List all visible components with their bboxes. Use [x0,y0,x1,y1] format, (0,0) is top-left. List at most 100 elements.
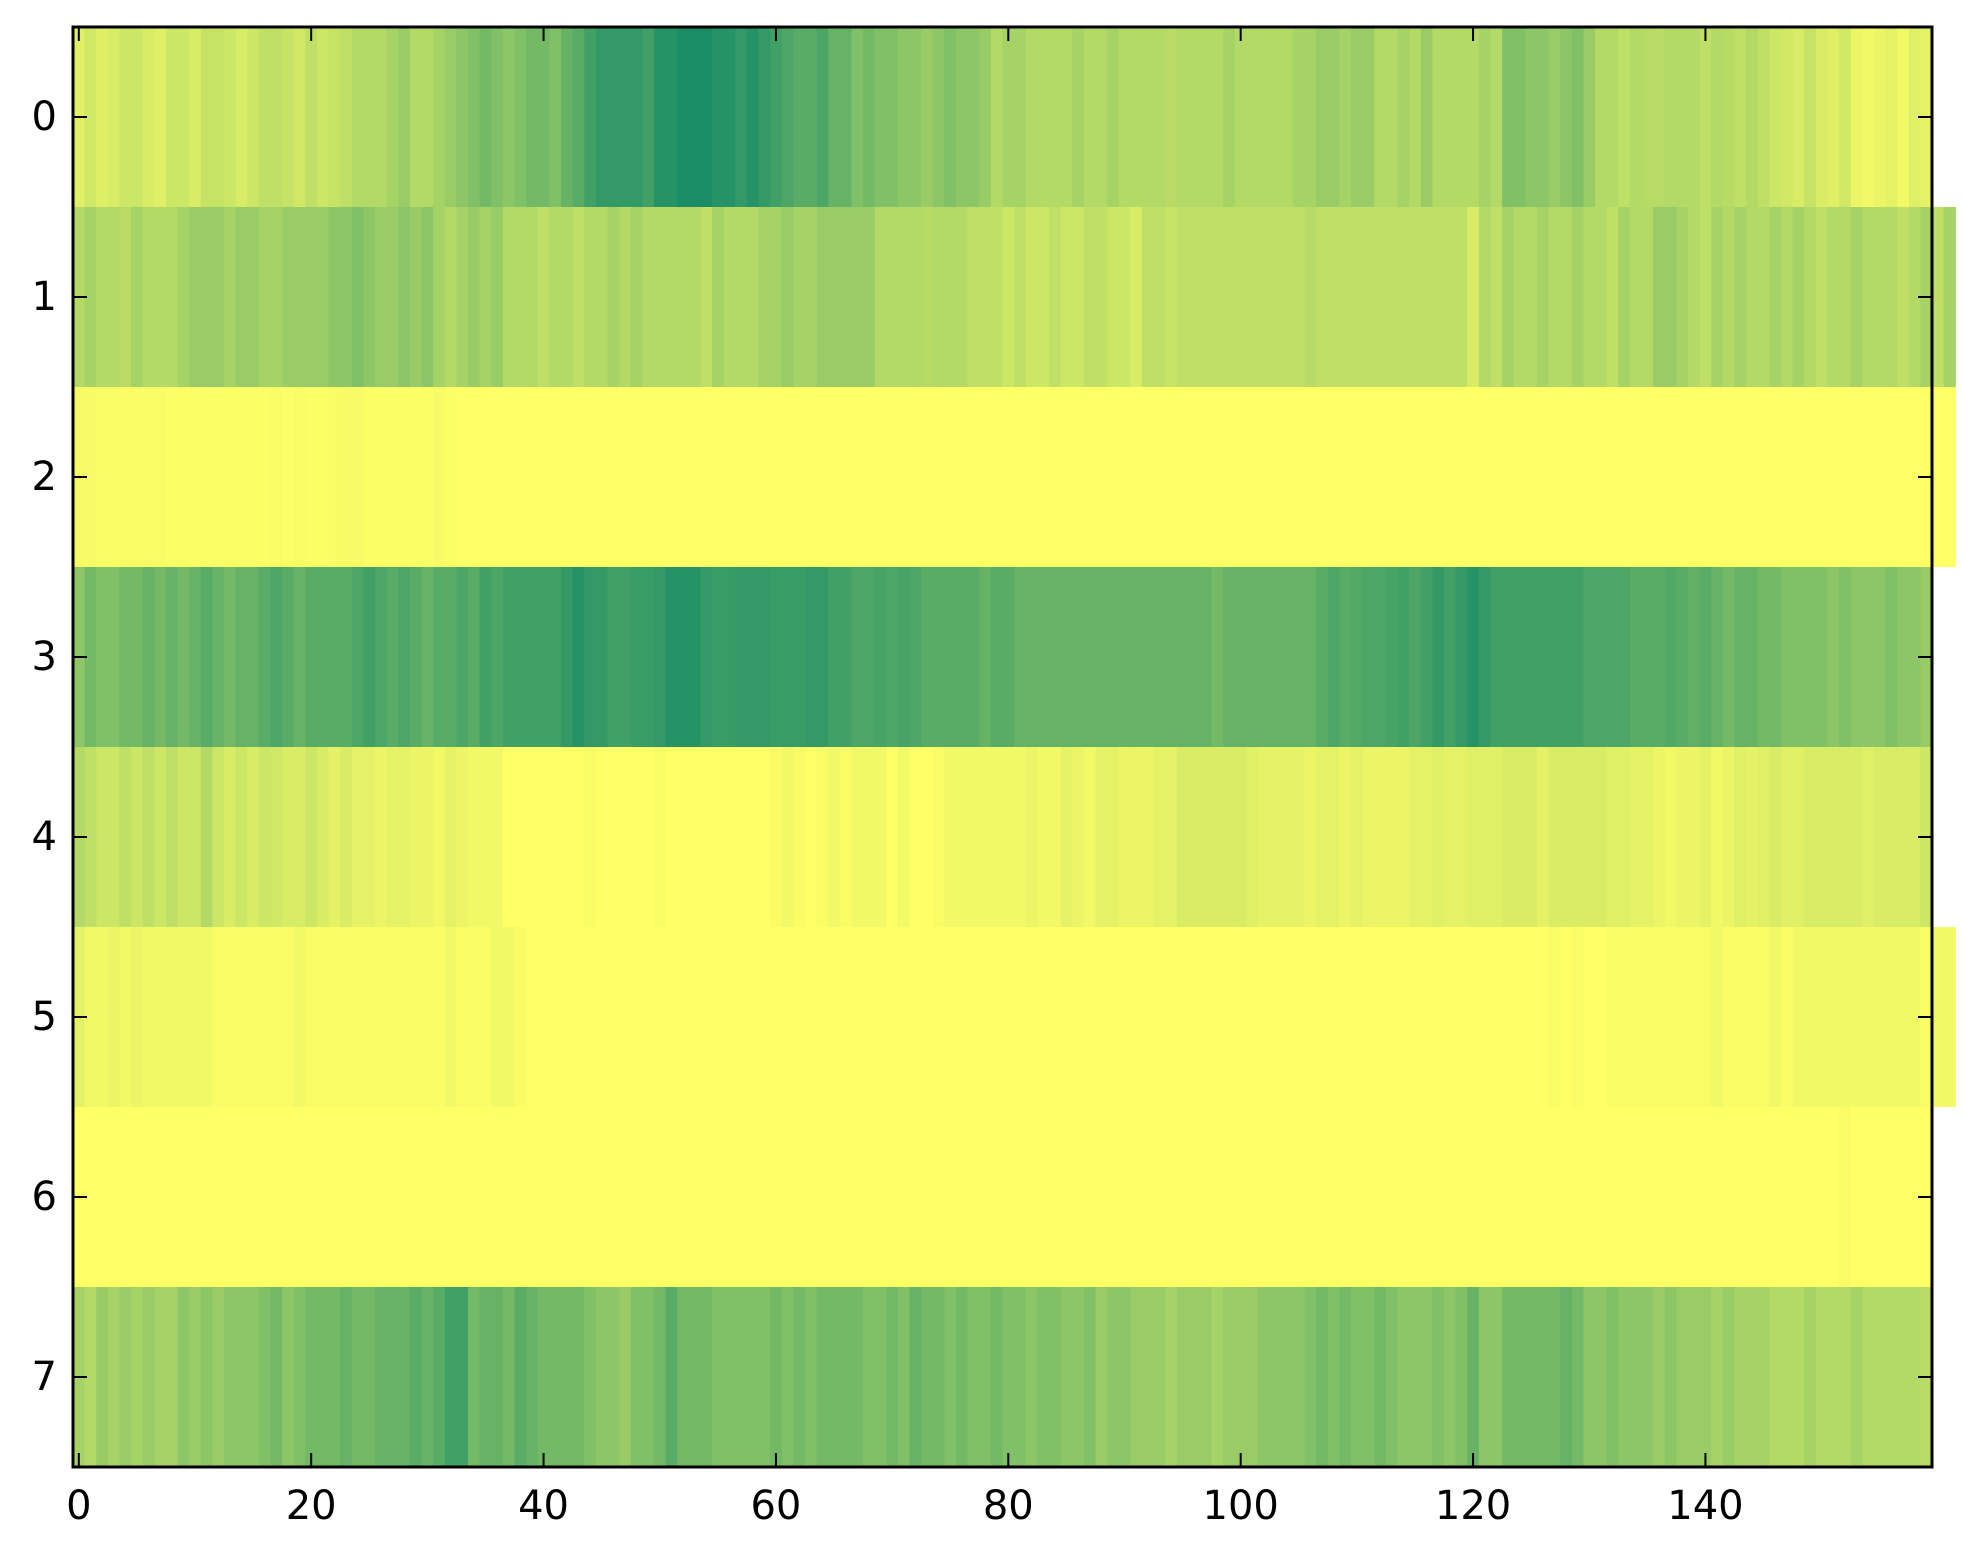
heatmap-cell-r2-c79 [990,387,1004,567]
heatmap-cell-r4-c128 [1560,747,1573,927]
heatmap-cell-r1-c37 [502,207,516,387]
heatmap-cell-r1-c127 [1548,207,1561,387]
heatmap-cell-r0-c49 [642,27,655,207]
heatmap-cell-r1-c70 [886,207,899,387]
heatmap-cell-r7-c26 [375,1287,388,1467]
heatmap-cell-r7-c110 [1351,1287,1364,1467]
heatmap-cell-r7-c80 [1002,1287,1015,1467]
heatmap-cell-r6-c21 [316,1107,330,1287]
heatmap-cell-r7-c83 [1037,1287,1050,1467]
heatmap-cell-r2-c148 [1792,387,1805,567]
heatmap-cell-r4-c46 [607,747,620,927]
heatmap-cell-r3-c34 [468,567,481,747]
heatmap-cell-r5-c22 [328,927,341,1107]
heatmap-cell-r6-c127 [1548,1107,1561,1287]
heatmap-cell-r1-c150 [1815,207,1829,387]
heatmap-cell-r4-c137 [1664,747,1677,927]
heatmap-cell-r1-c154 [1862,207,1875,387]
heatmap-cell-r7-c37 [502,1287,516,1467]
heatmap-cell-r0-c64 [816,27,829,207]
heatmap-cell-r2-c151 [1827,387,1840,567]
heatmap-cell-r7-c144 [1746,1287,1759,1467]
heatmap-cell-r6-c34 [468,1107,481,1287]
heatmap-cell-r5-c79 [990,927,1004,1107]
heatmap-cell-r2-c96 [1188,387,1201,567]
heatmap-cell-r4-c55 [712,747,725,927]
heatmap-cell-r7-c56 [723,1287,736,1467]
heatmap-cell-r4-c131 [1595,747,1608,927]
heatmap-cell-r3-c114 [1397,567,1410,747]
heatmap-cell-r2-c71 [897,387,911,567]
heatmap-cell-r5-c18 [282,927,295,1107]
heatmap-cell-r4-c57 [735,747,748,927]
heatmap-cell-r3-c50 [653,567,667,747]
heatmap-cell-r5-c135 [1641,927,1654,1107]
heatmap-cell-r7-c1 [84,1287,97,1467]
heatmap-cell-r5-c37 [502,927,516,1107]
heatmap-cell-r2-c70 [886,387,899,567]
heatmap-cell-r2-c9 [177,387,190,567]
heatmap-cell-r6-c144 [1746,1107,1759,1287]
heatmap-cell-r7-c53 [688,1287,702,1467]
x-tick-label-80: 80 [983,1483,1034,1529]
heatmap-cell-r7-c85 [1060,1287,1073,1467]
heatmap-cell-r0-c22 [328,27,341,207]
heatmap-cell-r3-c148 [1792,567,1805,747]
heatmap-cell-r0-c130 [1583,27,1596,207]
heatmap-cell-r6-c32 [444,1107,458,1287]
heatmap-cell-r5-c129 [1571,927,1585,1107]
heatmap-cell-r3-c29 [409,567,423,747]
heatmap-cell-r7-c7 [154,1287,167,1467]
heatmap-cell-r2-c99 [1223,387,1236,567]
heatmap-cell-r4-c126 [1536,747,1550,927]
heatmap-cell-r6-c60 [770,1107,783,1287]
heatmap-cell-r4-c152 [1839,747,1852,927]
heatmap-cell-r3-c101 [1246,567,1259,747]
heatmap-cell-r6-c103 [1269,1107,1282,1287]
heatmap-cell-r3-c139 [1688,567,1701,747]
heatmap-cell-r0-c93 [1153,27,1166,207]
heatmap-cell-r5-c2 [96,927,109,1107]
heatmap-cell-r1-c48 [630,207,643,387]
heatmap-cell-r5-c6 [142,927,155,1107]
heatmap-cell-r1-c15 [247,207,260,387]
heatmap-cell-r5-c41 [549,927,562,1107]
heatmap-cell-r1-c11 [200,207,214,387]
heatmap-cell-r0-c109 [1339,27,1352,207]
heatmap-cell-r5-c110 [1351,927,1364,1107]
heatmap-cell-r2-c28 [398,387,411,567]
heatmap-cell-r3-c20 [305,567,318,747]
heatmap-cell-r5-c98 [1211,927,1224,1107]
heatmap-cell-r7-c136 [1653,1287,1666,1467]
heatmap-cell-r6-c128 [1560,1107,1573,1287]
heatmap-cell-r1-c64 [816,207,829,387]
heatmap-cell-r4-c9 [177,747,190,927]
heatmap-cell-r4-c14 [235,747,248,927]
heatmap-cell-r2-c85 [1060,387,1073,567]
heatmap-cell-r5-c21 [316,927,330,1107]
heatmap-cell-r5-c97 [1200,927,1213,1107]
heatmap-cell-r2-c110 [1351,387,1364,567]
heatmap-cell-r4-c20 [305,747,318,927]
heatmap-cell-r5-c1 [84,927,97,1107]
heatmap-cell-r5-c120 [1467,927,1480,1107]
heatmap-cell-r1-c161 [1943,207,1956,387]
heatmap-cell-r7-c112 [1374,1287,1387,1467]
heatmap-cell-r4-c4 [119,747,132,927]
heatmap-cell-r4-c139 [1688,747,1701,927]
heatmap-cell-r0-c91 [1130,27,1143,207]
heatmap-cell-r3-c79 [990,567,1004,747]
heatmap-cell-r5-c104 [1281,927,1294,1107]
heatmap-cell-r0-c125 [1525,27,1538,207]
heatmap-cell-r0-c42 [560,27,574,207]
heatmap-cell-r4-c51 [665,747,678,927]
heatmap-cell-r3-c81 [1014,567,1027,747]
heatmap-cell-r4-c138 [1676,747,1689,927]
heatmap-cell-r7-c28 [398,1287,411,1467]
heatmap-cell-r2-c34 [468,387,481,567]
heatmap-cell-r6-c92 [1141,1107,1155,1287]
heatmap-cell-r3-c26 [375,567,388,747]
heatmap-cell-r1-c24 [351,207,365,387]
heatmap-cell-r7-c67 [851,1287,864,1467]
heatmap-cell-r5-c103 [1269,927,1282,1107]
